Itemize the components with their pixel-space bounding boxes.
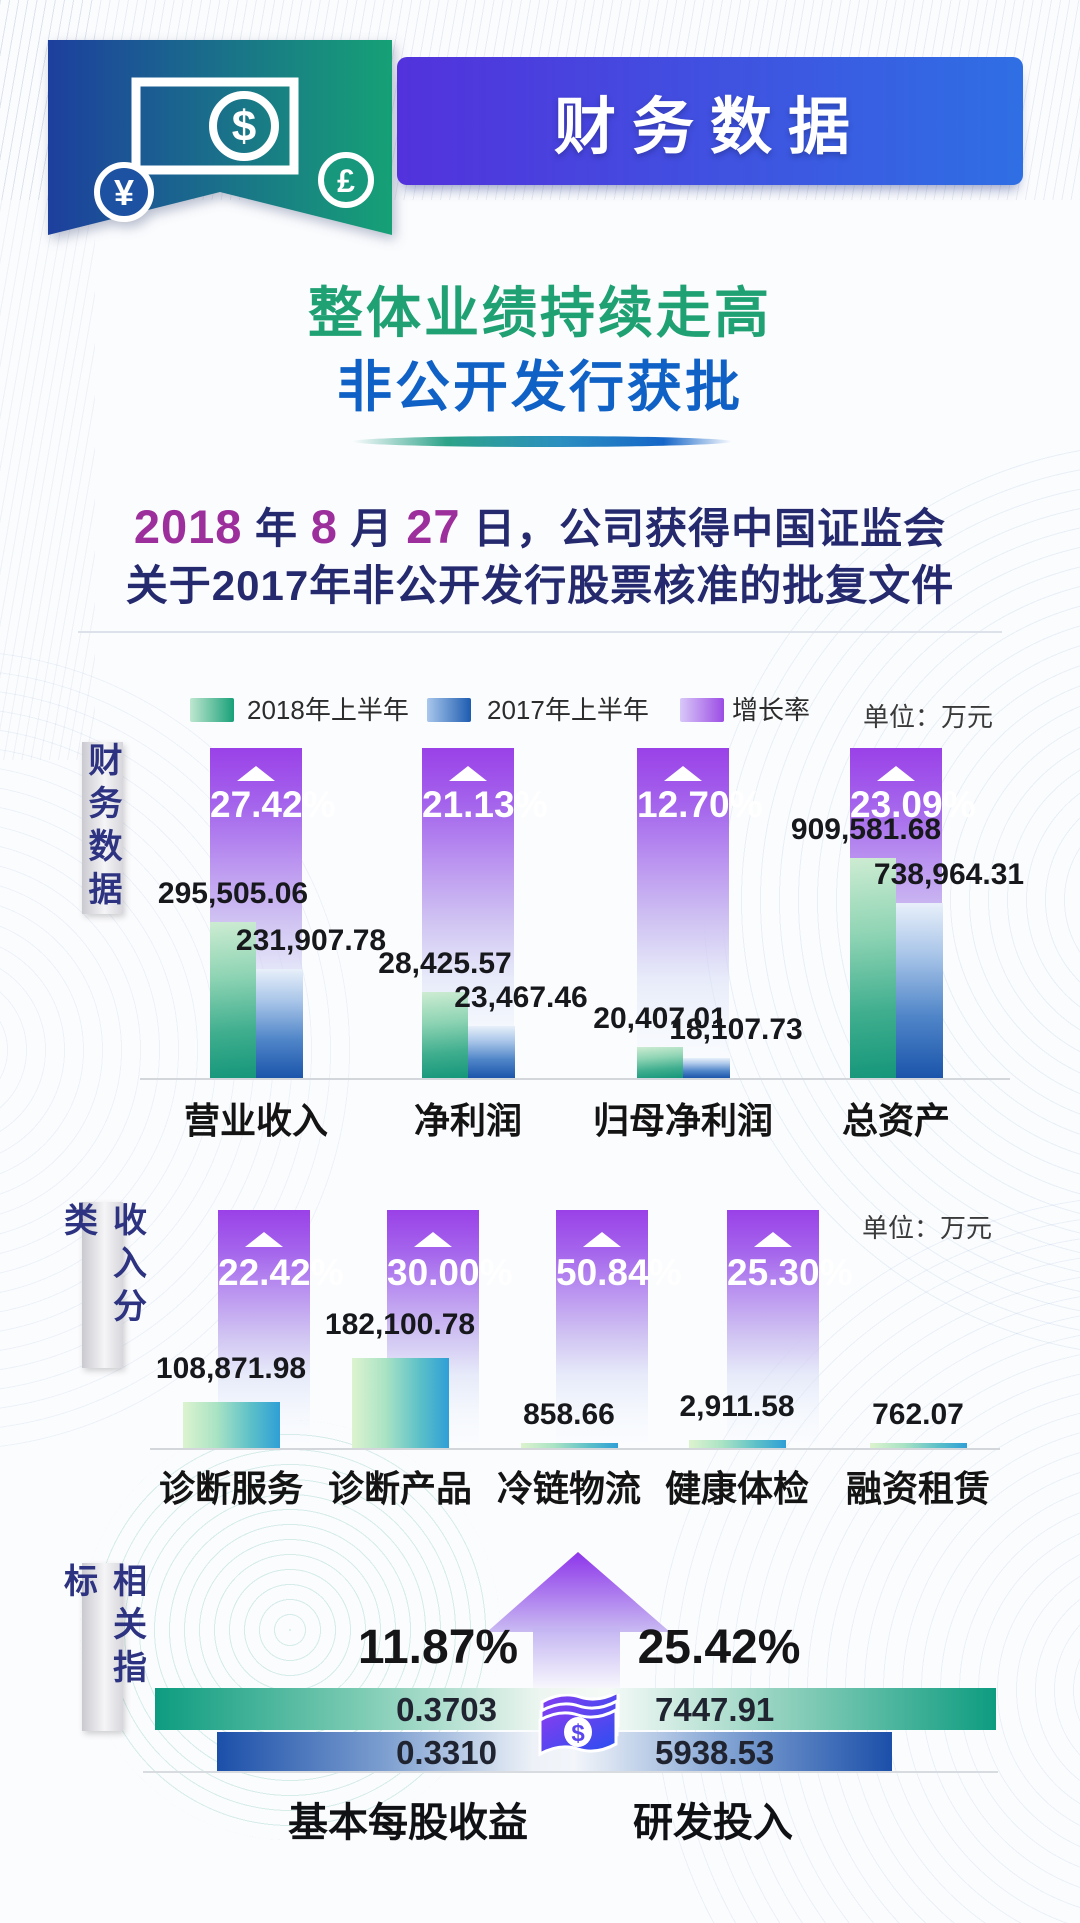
section3-tag-label: 相关指标 xyxy=(58,1563,146,1692)
announcement-month: 8 xyxy=(310,500,338,553)
section2-tag: 收入分类 xyxy=(59,1202,146,1368)
growth-value-health-checkup: 25.30% xyxy=(727,1252,853,1293)
unit-label-section1: 单位：万元 xyxy=(863,702,994,732)
legend-swatch-growth xyxy=(680,698,724,722)
growth-value-diagnostic-products: 30.00% xyxy=(387,1252,513,1293)
value-diagnostic-services: 108,871.98 xyxy=(155,1352,307,1385)
bar-diagnostic-services xyxy=(183,1402,280,1448)
value-health-checkup: 2,911.58 xyxy=(679,1390,795,1423)
bar-diagnostic-products xyxy=(352,1358,449,1448)
category-revenue: 营业收入 xyxy=(183,1100,328,1141)
announcement-line2: 关于2017年非公开发行股票核准的批复文件 xyxy=(125,562,955,609)
legend-label-2018: 2018年上半年 xyxy=(247,695,409,725)
announcement-day: 27 xyxy=(406,500,461,553)
headline-line1: 整体业绩持续走高 xyxy=(307,282,772,344)
value-finance-leasing: 762.07 xyxy=(872,1398,964,1431)
category-net-profit: 净利润 xyxy=(413,1100,522,1141)
triangle-up-icon xyxy=(414,1232,452,1247)
bar-2017-revenue xyxy=(256,969,303,1078)
value-2017-rd: 5938.53 xyxy=(655,1734,775,1771)
headline-underline-swoosh xyxy=(352,436,732,447)
svg-text:$: $ xyxy=(571,1720,585,1747)
baseline-section3 xyxy=(143,1771,998,1773)
money-banknote-icon: $ ¥ £ xyxy=(48,40,392,235)
bar-2018-net-profit xyxy=(422,992,468,1078)
growth-bar-health-checkup: 25.30% xyxy=(727,1210,853,1448)
value-cold-chain: 858.66 xyxy=(523,1398,615,1431)
legend-label-2017: 2017年上半年 xyxy=(487,695,649,725)
triangle-up-icon xyxy=(449,766,487,781)
legend-swatch-2017 xyxy=(427,698,471,722)
bar-health-checkup xyxy=(689,1440,786,1448)
value-diagnostic-products: 182,100.78 xyxy=(324,1308,476,1341)
triangle-up-icon xyxy=(664,766,702,781)
legend-swatch-2018 xyxy=(190,698,234,722)
svg-text:$: $ xyxy=(232,102,256,151)
section1-tag-label: 财务数据 xyxy=(83,742,121,914)
announcement-year: 2018 xyxy=(133,500,243,553)
money-ribbon-badge: $ ¥ £ xyxy=(48,40,392,240)
category-total-assets: 总资产 xyxy=(841,1100,950,1141)
triangle-up-icon xyxy=(245,1232,283,1247)
category-eps: 基本每股收益 xyxy=(288,1801,528,1845)
bar-2017-attributable-profit xyxy=(683,1058,730,1078)
baseline-section1 xyxy=(140,1078,1010,1080)
value-2018-eps: 0.3703 xyxy=(396,1691,497,1728)
value-2017-revenue: 231,907.78 xyxy=(235,924,387,957)
value-2017-eps: 0.3310 xyxy=(396,1734,497,1771)
growth-value-rd: 25.42% xyxy=(637,1621,801,1674)
growth-bar-cold-chain: 50.84% xyxy=(556,1210,682,1448)
value-2017-net-profit: 23,467.46 xyxy=(454,981,588,1014)
section1-tag: 财务数据 xyxy=(82,742,123,914)
value-2017-total-assets: 738,964.31 xyxy=(873,858,1025,891)
legend-label-growth: 增长率 xyxy=(732,695,811,725)
bar-cold-chain xyxy=(521,1443,618,1448)
value-2018-total-assets: 909,581.68 xyxy=(790,813,942,846)
banknotes-icon: $ xyxy=(538,1694,620,1757)
triangle-up-icon xyxy=(237,766,275,781)
growth-value-net-profit: 21.13% xyxy=(422,784,548,825)
bar-2018-attributable-profit xyxy=(637,1047,683,1078)
growth-bar-attributable-profit: 12.70% xyxy=(637,748,763,1078)
unit-label-section2: 单位：万元 xyxy=(862,1213,993,1243)
category-finance-leasing: 融资租赁 xyxy=(845,1468,990,1509)
category-health-checkup: 健康体检 xyxy=(664,1468,809,1509)
bar-2018-total-assets xyxy=(850,858,896,1078)
value-2018-rd: 7447.91 xyxy=(655,1691,775,1728)
value-2017-attributable-profit: 18,107.73 xyxy=(669,1013,803,1046)
growth-value-revenue: 27.42% xyxy=(210,784,336,825)
announcement-line1: 2018 年 8 月 27 日，公司获得中国证监会 xyxy=(133,500,947,553)
bar-finance-leasing xyxy=(870,1443,967,1448)
growth-value-eps: 11.87% xyxy=(357,1621,519,1674)
category-diagnostic-services: 诊断服务 xyxy=(158,1468,303,1509)
bar-2017-net-profit xyxy=(468,1026,515,1078)
value-2018-net-profit: 28,425.57 xyxy=(378,947,512,980)
growth-arrow-up-icon xyxy=(487,1552,670,1632)
category-diagnostic-products: 诊断产品 xyxy=(327,1468,472,1509)
category-cold-chain: 冷链物流 xyxy=(496,1468,641,1509)
value-2018-attributable-profit: 20,407.01 xyxy=(593,1002,727,1035)
growth-value-cold-chain: 50.84% xyxy=(556,1252,682,1293)
category-rd: 研发投入 xyxy=(633,1801,793,1845)
value-2018-revenue: 295,505.06 xyxy=(157,877,309,910)
page-title: 财务数据 xyxy=(553,93,866,162)
triangle-up-icon xyxy=(583,1232,621,1247)
svg-text:£: £ xyxy=(337,163,355,199)
baseline-section2 xyxy=(150,1448,1000,1450)
section3-tag: 相关指标 xyxy=(59,1563,146,1731)
section2-tag-label: 收入分类 xyxy=(58,1202,146,1331)
growth-value-diagnostic-services: 22.42% xyxy=(218,1252,344,1293)
triangle-up-icon xyxy=(754,1232,792,1247)
divider-line xyxy=(78,631,1002,633)
bar-2017-total-assets xyxy=(896,903,943,1078)
category-attributable-profit: 归母净利润 xyxy=(592,1100,773,1141)
headline-line2: 非公开发行获批 xyxy=(336,356,743,418)
triangle-up-icon xyxy=(877,766,915,781)
bar-2018-revenue xyxy=(210,922,256,1078)
growth-value-attributable-profit: 12.70% xyxy=(637,784,763,825)
svg-text:¥: ¥ xyxy=(114,172,134,213)
section-banner: 财务数据 xyxy=(397,57,1023,185)
